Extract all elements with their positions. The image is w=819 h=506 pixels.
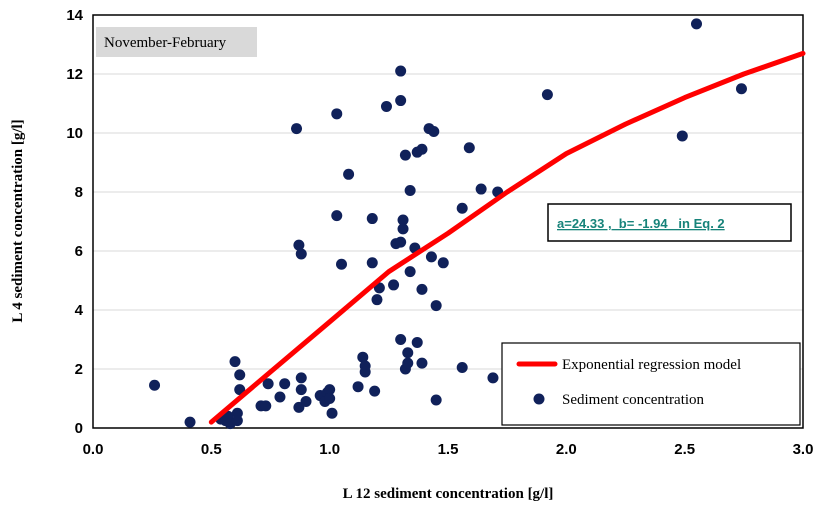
data-point (428, 126, 440, 138)
data-point (231, 415, 243, 427)
data-point (234, 369, 246, 381)
data-point (463, 142, 475, 154)
y-tick-label: 2 (75, 361, 83, 378)
data-point (279, 378, 291, 390)
data-point (331, 108, 343, 120)
data-point (404, 266, 416, 278)
data-point (404, 185, 416, 197)
legend-label-points: Sediment concentration (562, 392, 705, 408)
data-point (411, 336, 423, 348)
data-point (357, 351, 369, 363)
y-tick-label: 14 (66, 7, 83, 24)
data-point (397, 223, 409, 235)
y-tick-label: 12 (66, 66, 83, 83)
data-point (541, 89, 553, 101)
data-point (300, 395, 312, 407)
regression-line (208, 50, 806, 425)
data-point (262, 378, 274, 390)
data-point (397, 214, 409, 226)
data-point (149, 379, 161, 391)
data-point (487, 372, 499, 384)
data-point (260, 400, 272, 412)
data-point (324, 393, 336, 404)
data-point (352, 381, 364, 393)
data-point (291, 123, 303, 135)
plot-area-frame (92, 14, 804, 429)
y-axis-ticks: 0 2 4 6 8 10 12 14 (66, 7, 83, 437)
data-point (331, 210, 343, 222)
x-tick-label: 0.5 (201, 441, 222, 458)
y-tick-label: 8 (75, 184, 83, 201)
x-tick-label: 0.0 (83, 441, 104, 458)
x-tick-label: 1.5 (438, 441, 459, 458)
data-point (402, 347, 414, 359)
data-point (359, 366, 371, 378)
equation-label: a=24.33 , b= -1.94 in Eq. 2 (557, 216, 725, 231)
x-tick-label: 1.0 (319, 441, 340, 458)
y-tick-label: 6 (75, 243, 83, 260)
legend-point-swatch (533, 393, 545, 405)
y-tick-label: 0 (75, 420, 83, 437)
data-point (295, 372, 307, 384)
data-point (691, 18, 702, 30)
data-point (676, 130, 688, 142)
data-point (324, 384, 336, 396)
data-point (399, 149, 411, 161)
y-axis-title: L 4 sediment concentration [g/l] (10, 119, 26, 322)
data-point (336, 258, 347, 270)
data-point (293, 239, 305, 251)
data-point (326, 407, 338, 419)
data-point (295, 384, 307, 396)
data-point (437, 257, 449, 269)
data-point (425, 251, 437, 263)
data-point (416, 143, 428, 155)
x-tick-label: 2.0 (556, 441, 577, 458)
data-point (475, 183, 487, 195)
data-point (395, 65, 407, 77)
data-point (416, 283, 428, 295)
legend-label-model: Exponential regression model (562, 357, 741, 373)
x-axis-ticks: 0.0 0.5 1.0 1.5 2.0 2.5 3.0 (83, 441, 814, 458)
data-point (366, 213, 378, 225)
equation-box (547, 203, 792, 242)
data-point (402, 357, 414, 369)
data-point (380, 100, 392, 112)
data-point (416, 357, 428, 369)
data-point (456, 202, 468, 214)
scatter-points (149, 18, 747, 430)
data-point (274, 391, 286, 403)
data-point (430, 394, 442, 406)
data-point (366, 257, 378, 269)
legend-box (501, 342, 801, 426)
y-tick-label: 4 (75, 302, 84, 319)
y-tick-label: 10 (66, 125, 83, 142)
data-point (735, 83, 747, 95)
data-point (229, 356, 241, 368)
data-point (371, 294, 383, 306)
data-point (430, 300, 442, 312)
data-point (369, 385, 381, 397)
season-label: November-February (104, 35, 227, 51)
data-point (395, 334, 407, 345)
data-point (388, 279, 400, 291)
data-point (343, 168, 355, 180)
data-point (456, 362, 468, 374)
data-point (295, 248, 307, 260)
season-label-box (96, 27, 257, 57)
x-tick-label: 3.0 (793, 441, 814, 458)
x-tick-label: 2.5 (674, 441, 695, 458)
data-point (395, 95, 407, 107)
x-axis-title: L 12 sediment concentration [g/l] (343, 486, 554, 502)
data-point (395, 236, 407, 248)
data-point (184, 416, 196, 428)
